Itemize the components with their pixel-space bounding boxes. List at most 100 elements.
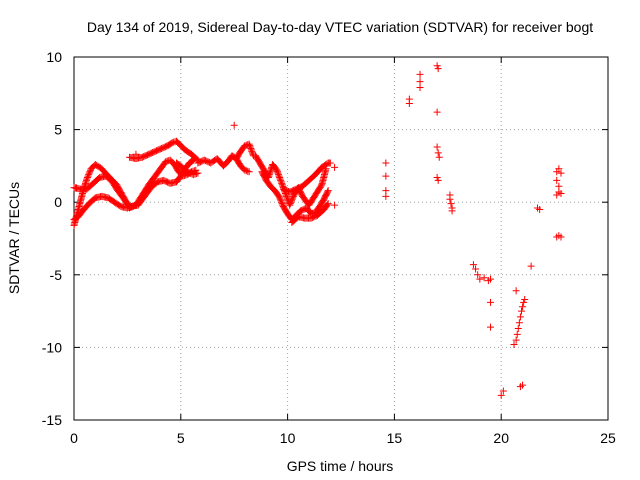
data-point (278, 181, 286, 189)
data-points (70, 62, 565, 399)
data-point (557, 169, 565, 177)
y-tick-label: 10 (46, 49, 62, 65)
grid-lines (74, 57, 608, 420)
data-point (277, 197, 285, 205)
data-point (434, 65, 442, 73)
data-point (132, 150, 140, 158)
data-point (434, 176, 442, 184)
data-point (416, 83, 424, 91)
plot-frame (73, 56, 609, 421)
data-point (83, 175, 91, 183)
data-point (433, 108, 441, 116)
data-point (275, 171, 283, 179)
data-point (515, 319, 523, 327)
y-tick-label: -5 (50, 267, 63, 283)
data-point (557, 189, 565, 197)
chart-title: Day 134 of 2019, Sidereal Day-to-day VTE… (87, 19, 593, 35)
data-point (245, 168, 253, 176)
data-point (433, 62, 441, 70)
data-point (331, 163, 339, 171)
data-point (382, 192, 390, 200)
data-point (519, 303, 527, 311)
data-point (83, 174, 91, 182)
data-point (276, 174, 284, 182)
data-point (287, 198, 295, 206)
y-axis-label: SDTVAR / TECUs (6, 182, 22, 294)
data-point (128, 203, 136, 211)
data-point (512, 287, 520, 295)
data-point (323, 201, 331, 209)
data-point (85, 171, 93, 179)
x-tick-label: 5 (177, 430, 185, 446)
data-point (476, 275, 484, 283)
data-point (519, 381, 527, 389)
data-point (536, 205, 544, 213)
data-point (288, 197, 296, 205)
data-point (510, 340, 518, 348)
data-point (480, 274, 488, 282)
data-point (433, 143, 441, 151)
data-point (521, 295, 529, 303)
data-point (326, 159, 334, 167)
data-point (283, 192, 291, 200)
data-point (499, 387, 507, 395)
data-point (469, 261, 477, 269)
axis-ticks (73, 56, 609, 421)
y-tick-label: -15 (42, 412, 62, 428)
data-point (527, 262, 535, 270)
data-point (517, 307, 525, 315)
data-point (435, 153, 443, 161)
data-point (433, 174, 441, 182)
data-point (275, 192, 283, 200)
data-point (382, 159, 390, 167)
data-point (447, 200, 455, 208)
data-point (286, 201, 294, 209)
x-tick-label: 25 (600, 430, 616, 446)
y-tick-labels: 10 5 0 -5 -10 -15 (42, 49, 62, 428)
x-axis-label: GPS time / hours (287, 458, 394, 474)
data-point (446, 195, 454, 203)
y-tick-label: 5 (54, 122, 62, 138)
data-point (497, 391, 505, 399)
data-point (448, 207, 456, 215)
data-point (278, 179, 286, 187)
data-point (331, 201, 339, 209)
data-point (85, 169, 93, 177)
data-point (487, 298, 495, 306)
data-point (246, 142, 254, 150)
data-point (288, 195, 296, 203)
data-point (248, 147, 256, 155)
data-point (472, 265, 480, 273)
data-point (246, 143, 254, 151)
data-point (279, 182, 287, 190)
data-point (289, 194, 297, 202)
x-tick-label: 20 (493, 430, 509, 446)
data-point (194, 169, 202, 177)
data-point (278, 200, 286, 208)
data-point (72, 184, 80, 192)
data-point (474, 271, 482, 279)
data-point (405, 99, 413, 107)
data-point (248, 149, 256, 157)
data-point (487, 275, 495, 283)
data-point (247, 144, 255, 152)
data-point (84, 172, 92, 180)
data-point (286, 200, 294, 208)
x-tick-label: 0 (70, 430, 78, 446)
data-point (276, 195, 284, 203)
data-point (512, 336, 520, 344)
data-point (277, 178, 285, 186)
data-point (557, 233, 565, 241)
x-tick-label: 10 (280, 430, 296, 446)
data-point (513, 330, 521, 338)
x-tick-labels: 0 5 10 15 20 25 (70, 430, 616, 446)
data-point (324, 187, 332, 195)
data-point (275, 172, 283, 180)
data-point (273, 168, 281, 176)
data-point (247, 146, 255, 154)
data-point (416, 70, 424, 78)
data-point (276, 175, 284, 183)
data-point (324, 200, 332, 208)
data-point (434, 149, 442, 157)
